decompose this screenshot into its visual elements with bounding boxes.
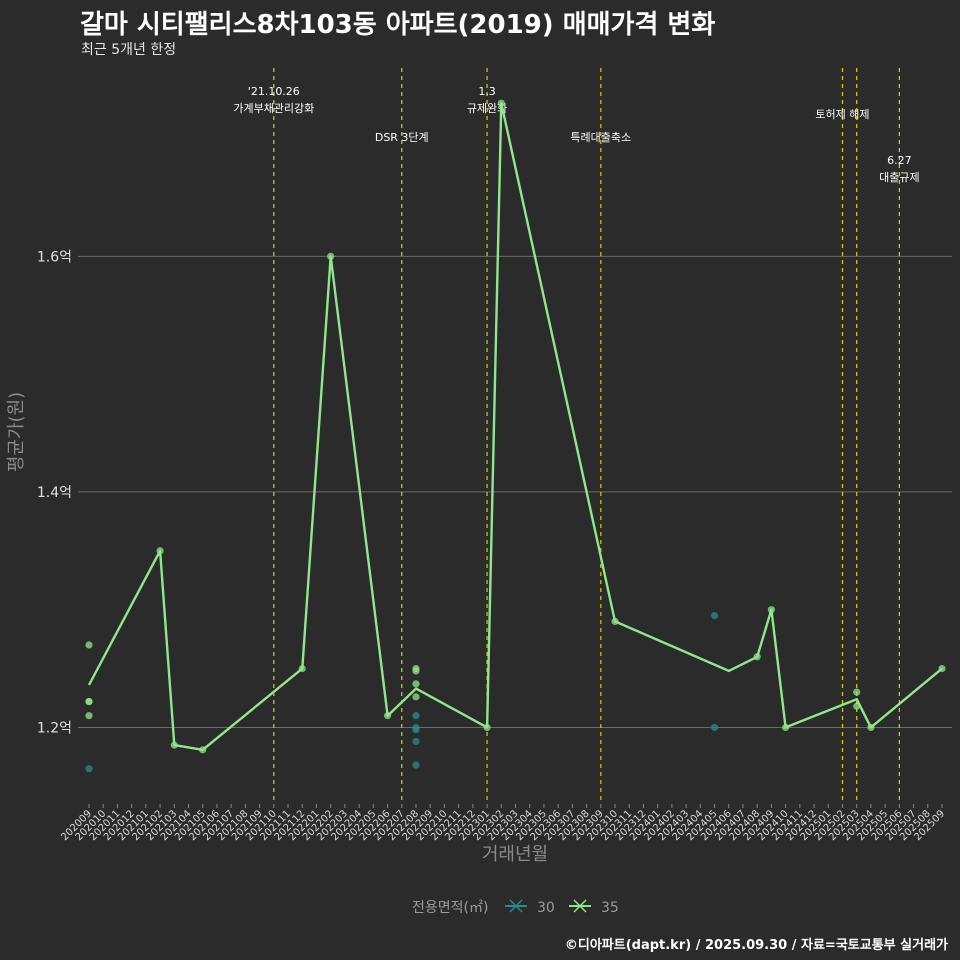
data-point-35 bbox=[867, 723, 875, 732]
event-label: DSR 3단계 bbox=[375, 131, 429, 144]
data-point-35 bbox=[782, 723, 790, 732]
event-label: 토허제 해제 bbox=[815, 107, 869, 121]
y-tick-label: 1.4억 bbox=[37, 485, 72, 501]
data-point-35 bbox=[156, 547, 164, 555]
data-point-35 bbox=[85, 641, 93, 649]
legend-label: 35 bbox=[601, 900, 619, 916]
data-point-35 bbox=[853, 688, 861, 696]
series-lines bbox=[87, 102, 943, 751]
legend-title: 전용면적(㎡) bbox=[412, 900, 488, 916]
data-point-30 bbox=[412, 761, 420, 769]
data-point-35 bbox=[483, 723, 491, 732]
legend-label: 30 bbox=[537, 900, 555, 916]
data-point-35 bbox=[298, 664, 306, 673]
data-point-30 bbox=[710, 611, 719, 620]
event-label: 가계부채관리강화 bbox=[233, 102, 314, 115]
y-tick-label: 1.2억 bbox=[37, 720, 72, 736]
data-point-35 bbox=[412, 680, 420, 688]
event-label: 특례대출축소 bbox=[570, 131, 631, 144]
legend-swatch-cross bbox=[509, 899, 523, 913]
event-label: 대출규제 bbox=[879, 171, 919, 184]
data-point-30 bbox=[412, 712, 420, 720]
series-line-35 bbox=[87, 102, 943, 751]
data-point-35 bbox=[938, 664, 946, 673]
x-axis-title: 거래년월 bbox=[482, 844, 548, 865]
source-caption: ©디아파트(dapt.kr) / 2025.09.30 / 자료=국토교통부 실… bbox=[564, 938, 948, 953]
data-point-35 bbox=[767, 606, 776, 614]
legend: 전용면적(㎡) 30 35 bbox=[412, 899, 619, 916]
data-point-35 bbox=[327, 252, 335, 260]
event-label: 1.3 bbox=[478, 85, 496, 98]
data-point-35 bbox=[383, 712, 392, 720]
data-point-30 bbox=[710, 723, 719, 732]
legend-item-35: 35 bbox=[569, 899, 619, 916]
data-point-30 bbox=[85, 765, 93, 773]
data-point-35 bbox=[85, 697, 93, 706]
event-label: 규제완화 bbox=[467, 102, 507, 115]
chart-title: 갈마 시티팰리스8차103동 아파트(2019) 매매가격 변화 bbox=[80, 10, 716, 40]
data-point-35 bbox=[412, 667, 420, 675]
event-label: 6.27 bbox=[887, 154, 912, 167]
data-point-35 bbox=[170, 741, 178, 749]
x-axis-ticks: 2020092020102020112020122021012021022021… bbox=[59, 804, 947, 843]
data-point-30 bbox=[412, 737, 420, 746]
data-point-30 bbox=[412, 726, 420, 734]
legend-item-30: 30 bbox=[505, 899, 555, 916]
grid-lines bbox=[78, 255, 952, 728]
data-point-35 bbox=[853, 702, 861, 710]
legend-swatch-cross bbox=[573, 899, 587, 913]
event-label: '21.10.26 bbox=[248, 85, 300, 98]
y-axis-title: 평균가(원) bbox=[6, 392, 27, 472]
data-point-35 bbox=[412, 693, 420, 701]
chart-subtitle: 최근 5개년 한정 bbox=[81, 42, 177, 58]
y-tick-label: 1.6억 bbox=[37, 249, 72, 265]
data-point-35 bbox=[85, 712, 93, 720]
data-point-35 bbox=[611, 617, 619, 626]
series-points bbox=[85, 99, 946, 773]
data-point-35 bbox=[497, 99, 505, 107]
data-point-35 bbox=[753, 653, 761, 661]
y-axis-ticks: 1.2억 1.4억 1.6억 bbox=[37, 249, 72, 736]
data-point-35 bbox=[199, 746, 207, 754]
